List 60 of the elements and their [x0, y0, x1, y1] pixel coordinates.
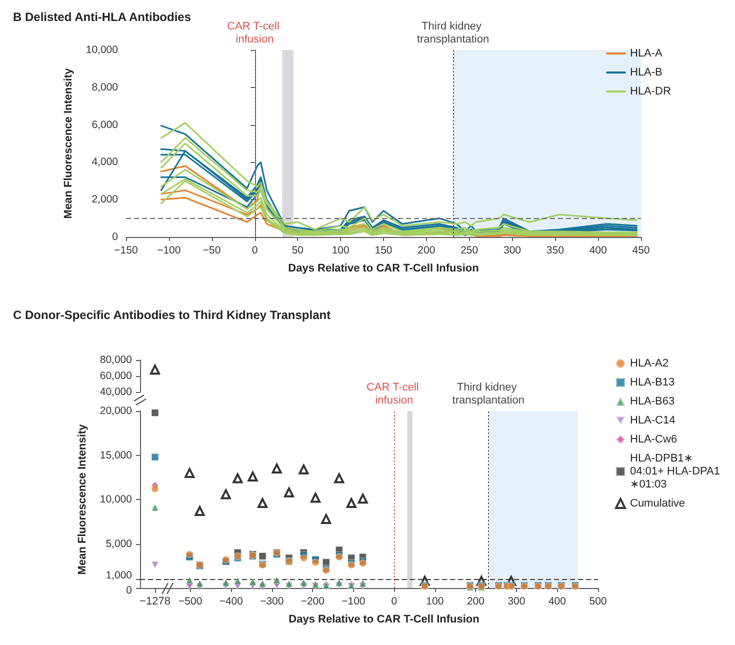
x-tick-label: 450	[632, 244, 650, 256]
x-tick-label: 300	[503, 244, 522, 256]
x-axis-title: Days Relative to CAR T-Cell Infusion	[288, 262, 480, 274]
x-tick-label: 50	[292, 244, 304, 256]
x-tick-label: 400	[589, 244, 607, 256]
x-tick-label: 100	[332, 244, 350, 256]
x-tick-label: 350	[546, 244, 564, 256]
ref-line-label: CAR T-cell infusion	[366, 382, 422, 406]
chart-title: B Delisted Anti-HLA Antibodies	[13, 10, 192, 24]
y-tick-label: 8,000	[92, 81, 118, 94]
legend-label: HLA-DR	[630, 86, 672, 98]
y-tick-label: 1,000	[106, 570, 132, 582]
y-tick-label: 0	[112, 231, 118, 243]
y-tick-label: 0	[126, 584, 132, 596]
legend-label: HLA-DPB1∗04:01+ HLA-DPA1∗01:03	[630, 452, 720, 490]
y-tick-label: 6,000	[92, 118, 118, 131]
y-tick-label: 4,000	[92, 156, 118, 168]
x-tick-label: 250	[460, 244, 478, 256]
x-tick-label: 200	[466, 596, 485, 608]
y-tick-label: 2,000	[92, 194, 118, 206]
x-tick-label: 150	[374, 244, 392, 256]
x-tick-label: 0	[391, 596, 398, 608]
y-tick-label: 10,000	[86, 44, 118, 56]
x-tick-label: −1278	[140, 596, 170, 608]
y-tick-label: 10,000	[100, 494, 132, 506]
legend-label: Cumulative	[630, 498, 686, 510]
ref-line-label: Third kidney transplantation	[416, 20, 490, 46]
ref-line-label: CAR T-cell infusion	[227, 20, 282, 46]
legend-label: HLA-B	[630, 66, 662, 78]
y-axis-title: Mean Fluorescence Intensity	[62, 67, 74, 219]
x-tick-label: −150	[114, 244, 138, 256]
ref-line-label: Third kidney transplantation	[452, 382, 524, 406]
x-tick-label: 200	[418, 244, 436, 256]
y-tick-label: 20,000	[100, 405, 132, 417]
chart-title: C Donor-Specific Antibodies to Third Kidney Transplant	[13, 308, 331, 322]
x-tick-label: −100	[157, 244, 181, 256]
x-tick-label: 400	[548, 596, 566, 608]
y-tick-label: 60,000	[100, 370, 132, 382]
x-axis-title: Days Relative to CAR T-Cell Infusion	[288, 614, 480, 626]
x-tick-label: −200	[300, 596, 325, 608]
legend-label: HLA-B63	[630, 396, 675, 408]
x-tick-label: 0	[252, 244, 258, 256]
legend-label: HLA-C14	[630, 414, 676, 426]
legend-label: HLA-Cw6	[630, 434, 678, 446]
y-tick-label: 15,000	[100, 449, 132, 462]
y-tick-label: 80,000	[100, 354, 132, 366]
x-tick-label: −400	[219, 596, 244, 608]
x-tick-label: −50	[202, 244, 221, 256]
x-tick-label: −300	[260, 596, 284, 608]
x-tick-label: 500	[589, 596, 607, 608]
legend-label: HLA-B13	[630, 376, 675, 388]
x-tick-label: −100	[342, 596, 366, 608]
x-tick-label: 300	[508, 596, 526, 608]
y-axis-title: Mean Fluorescence Intensity	[76, 423, 88, 575]
y-tick-label: 5,000	[106, 538, 132, 550]
legend-label: HLA-A2	[630, 358, 669, 370]
x-tick-label: −500	[178, 596, 202, 608]
legend-label: HLA-A	[630, 48, 664, 60]
y-tick-label: 40,000	[100, 386, 132, 398]
x-tick-label: 100	[426, 596, 444, 608]
